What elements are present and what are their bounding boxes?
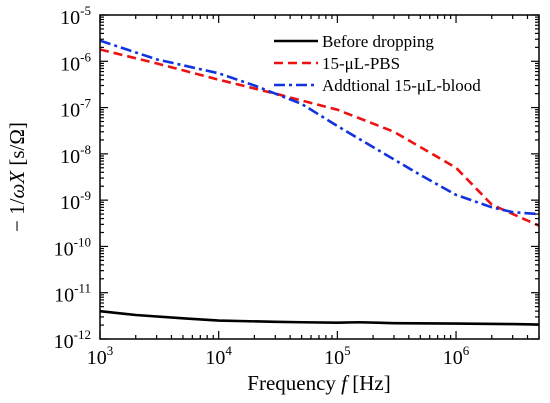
series-line-before-dropping xyxy=(100,309,539,326)
x-tick-label: 105 xyxy=(324,343,351,369)
x-tick-label: 104 xyxy=(205,343,232,369)
legend-label: 15-μL-PBS xyxy=(322,54,400,73)
legend-label: Addtional 15-μL-blood xyxy=(322,76,481,95)
series-line-addtional-15-l-blood xyxy=(100,39,539,216)
legend: Before dropping 15-μL-PBS Addtional 15-μL-… xyxy=(274,32,481,95)
y-axis-label: − 1/ωX [s/Ω] xyxy=(5,122,29,232)
plot-frame xyxy=(99,14,540,340)
x-tick-label: 106 xyxy=(443,343,470,369)
y-tick-label: 10-6 xyxy=(60,49,91,75)
y-tick-label: 10-7 xyxy=(60,96,91,122)
y-tick-label: 10-8 xyxy=(60,142,91,168)
x-tick-label: 103 xyxy=(87,343,114,369)
legend-label: Before dropping xyxy=(322,32,434,51)
y-tick-label: 10-5 xyxy=(60,3,91,29)
y-tick-label: 10-12 xyxy=(54,327,91,353)
y-tick-label: 10-11 xyxy=(54,281,91,307)
x-axis-label: Frequency f [Hz] xyxy=(247,371,390,395)
y-tick-label: 10-9 xyxy=(60,188,91,214)
y-tick-label: 10-10 xyxy=(54,234,91,260)
series-line-15-l-pbs xyxy=(100,48,539,227)
